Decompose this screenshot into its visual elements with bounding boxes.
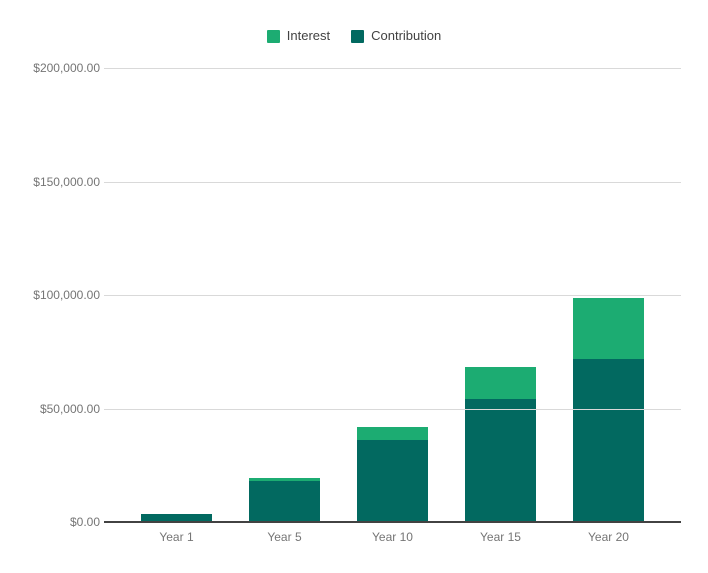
x-tick-label-year-20: Year 20 bbox=[588, 530, 629, 544]
bar-stack-year-5[interactable] bbox=[249, 477, 320, 522]
legend-label-interest: Interest bbox=[286, 28, 331, 43]
bar-segment-interest-year-15[interactable] bbox=[465, 367, 536, 400]
bar-segment-interest-year-5[interactable] bbox=[249, 477, 320, 482]
y-tick-label-0: $0.00 bbox=[69, 515, 100, 529]
bar-segment-contribution-year-15[interactable] bbox=[465, 399, 536, 522]
y-tick-label-100000: $100,000.00 bbox=[33, 288, 100, 302]
chart-legend: Interest Contribution bbox=[0, 28, 708, 44]
plot-area: $0.00 $50,000.00 $100,000.00 $150,000.00 $20… bbox=[33, 61, 681, 529]
bar-segment-interest-year-10[interactable] bbox=[357, 426, 428, 441]
y-tick-label-50000: $50,000.00 bbox=[39, 401, 100, 416]
gridline-100000 bbox=[104, 295, 681, 296]
bar-segment-contribution-year-1[interactable] bbox=[141, 513, 212, 522]
bar-segment-interest-year-20[interactable] bbox=[573, 298, 644, 359]
x-tick-label-year-1: Year 1 bbox=[159, 530, 194, 544]
bar-stack-year-15[interactable] bbox=[465, 367, 536, 522]
bar-segment-contribution-year-20[interactable] bbox=[573, 358, 644, 522]
x-axis-line bbox=[104, 521, 681, 523]
bar-segment-contribution-year-10[interactable] bbox=[357, 440, 428, 522]
legend-swatch-interest bbox=[266, 29, 280, 43]
y-tick-label-200000: $200,000.00 bbox=[33, 61, 100, 75]
bar-stack-year-1[interactable] bbox=[141, 513, 212, 522]
bar-segment-contribution-year-5[interactable] bbox=[249, 481, 320, 522]
gridline-150000 bbox=[104, 181, 681, 183]
gridline-50000 bbox=[104, 408, 681, 410]
x-tick-label-year-5: Year 5 bbox=[267, 530, 302, 544]
legend-item-contribution[interactable]: Contribution bbox=[351, 29, 441, 43]
legend-swatch-contribution bbox=[351, 29, 365, 43]
x-axis-labels: Year 1 Year 5 Year 10 Year 15 Year 20 bbox=[104, 530, 681, 545]
legend-label-contribution: Contribution bbox=[371, 28, 442, 43]
x-tick-label-year-10: Year 10 bbox=[372, 530, 413, 544]
legend-item-interest[interactable]: Interest bbox=[266, 28, 331, 43]
bar-stack-year-10[interactable] bbox=[357, 426, 428, 522]
bars-container bbox=[104, 68, 681, 522]
y-tick-label-150000: $150,000.00 bbox=[33, 174, 100, 189]
x-tick-label-year-15: Year 15 bbox=[480, 530, 521, 544]
gridline-200000 bbox=[104, 68, 681, 69]
bar-stack-year-20[interactable] bbox=[573, 298, 644, 522]
